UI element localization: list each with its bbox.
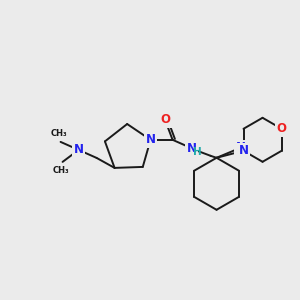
Text: CH₃: CH₃	[52, 166, 69, 175]
Text: H: H	[193, 147, 202, 157]
Text: N: N	[238, 144, 248, 157]
Text: CH₃: CH₃	[50, 129, 67, 138]
Text: N: N	[187, 142, 196, 155]
Text: N: N	[146, 133, 156, 146]
Text: O: O	[277, 122, 286, 135]
Text: O: O	[160, 113, 171, 126]
Text: N: N	[236, 141, 246, 154]
Text: N: N	[74, 143, 84, 156]
